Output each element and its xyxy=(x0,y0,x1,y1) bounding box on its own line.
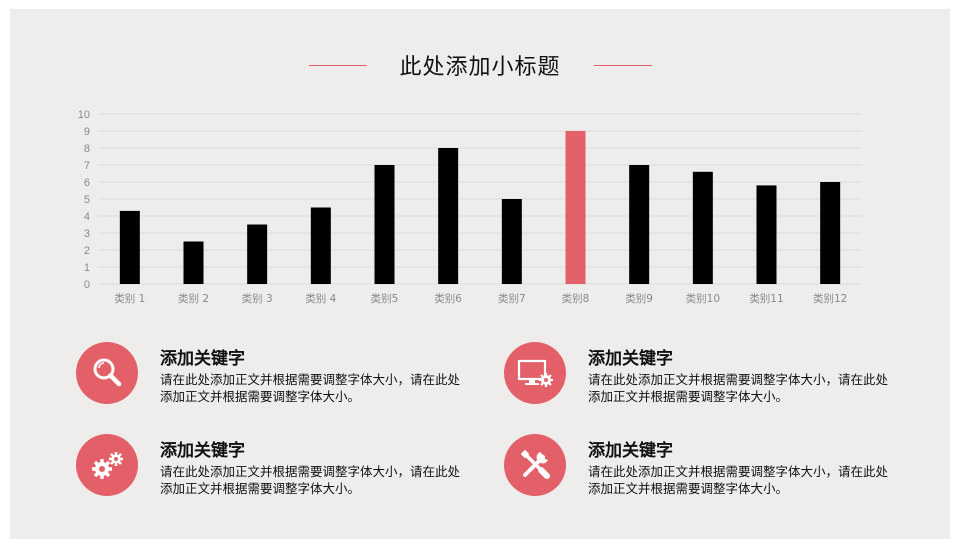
bar xyxy=(119,210,140,284)
x-tick-label: 类别12 xyxy=(813,292,847,305)
bar xyxy=(374,165,395,284)
y-tick-label: 9 xyxy=(84,126,90,138)
bar-chart: 0 1 2 3 4 5 6 7 8 9 10 类别 1 类别 2 类别 3 类别 4 类别5 类别6 类别7 类别8… xyxy=(78,109,862,305)
x-tick-label: 类别10 xyxy=(686,292,720,305)
bar xyxy=(310,207,331,284)
y-tick-label: 8 xyxy=(84,143,90,155)
feature-item-2: 添加关键字 请在此处添加正文并根据需要调整字体大小，请在此处添加正文并根据需要调… xyxy=(504,342,904,412)
x-tick-label: 类别 3 xyxy=(242,292,273,305)
x-tick-label: 类别 2 xyxy=(178,292,209,305)
bar xyxy=(183,241,204,284)
bar xyxy=(756,185,777,284)
monitor-gear-icon xyxy=(504,342,566,404)
x-tick-label: 类别9 xyxy=(625,292,653,305)
x-tick-label: 类别5 xyxy=(371,292,399,305)
feature-item-3: 添加关键字 请在此处添加正文并根据需要调整字体大小，请在此处添加正文并根据需要调… xyxy=(76,434,476,504)
title-line-left xyxy=(309,65,367,66)
bar xyxy=(565,131,586,284)
feature-text: 请在此处添加正文并根据需要调整字体大小，请在此处添加正文并根据需要调整字体大小。 xyxy=(588,464,889,496)
y-tick-label: 1 xyxy=(84,262,90,274)
feature-text: 请在此处添加正文并根据需要调整字体大小，请在此处添加正文并根据需要调整字体大小。 xyxy=(160,372,461,404)
bar xyxy=(629,165,650,284)
y-tick-label: 3 xyxy=(84,228,90,240)
slide: 此处添加小标题 0 1 2 3 4 5 6 7 8 9 10 类别 1 类别 2 类别 3 类别 4 类别5 类… xyxy=(10,9,950,539)
feature-text: 请在此处添加正文并根据需要调整字体大小，请在此处添加正文并根据需要调整字体大小。 xyxy=(588,372,889,404)
x-tick-label: 类别6 xyxy=(434,292,462,305)
bar xyxy=(692,171,713,284)
y-tick-label: 10 xyxy=(78,109,90,121)
y-tick-label: 6 xyxy=(84,177,90,189)
y-tick-label: 0 xyxy=(84,279,90,291)
feature-heading: 添加关键字 xyxy=(160,349,245,369)
x-tick-label: 类别 4 xyxy=(305,292,336,305)
x-tick-label: 类别11 xyxy=(749,292,783,305)
bar xyxy=(820,182,841,284)
feature-heading: 添加关键字 xyxy=(588,349,673,369)
bar xyxy=(247,224,268,284)
y-tick-label: 7 xyxy=(84,160,90,172)
x-tick-label: 类别8 xyxy=(562,292,590,305)
feature-item-4: 添加关键字 请在此处添加正文并根据需要调整字体大小，请在此处添加正文并根据需要调… xyxy=(504,434,904,504)
x-tick-label: 类别7 xyxy=(498,292,526,305)
magnifier-icon xyxy=(76,342,138,404)
y-tick-label: 2 xyxy=(84,245,90,257)
feature-heading: 添加关键字 xyxy=(588,441,673,461)
y-tick-label: 4 xyxy=(84,211,90,223)
feature-item-1: 添加关键字 请在此处添加正文并根据需要调整字体大小，请在此处添加正文并根据需要调… xyxy=(76,342,476,412)
bar xyxy=(438,148,459,284)
gears-icon xyxy=(76,434,138,496)
page-title: 此处添加小标题 xyxy=(399,55,561,80)
title-line-right xyxy=(594,65,652,66)
bar xyxy=(501,199,522,284)
y-tick-label: 5 xyxy=(84,194,90,206)
feature-heading: 添加关键字 xyxy=(160,441,245,461)
x-tick-label: 类别 1 xyxy=(114,292,145,305)
title-wrap: 此处添加小标题 xyxy=(10,49,950,81)
tools-icon xyxy=(504,434,566,496)
feature-text: 请在此处添加正文并根据需要调整字体大小，请在此处添加正文并根据需要调整字体大小。 xyxy=(160,464,461,496)
